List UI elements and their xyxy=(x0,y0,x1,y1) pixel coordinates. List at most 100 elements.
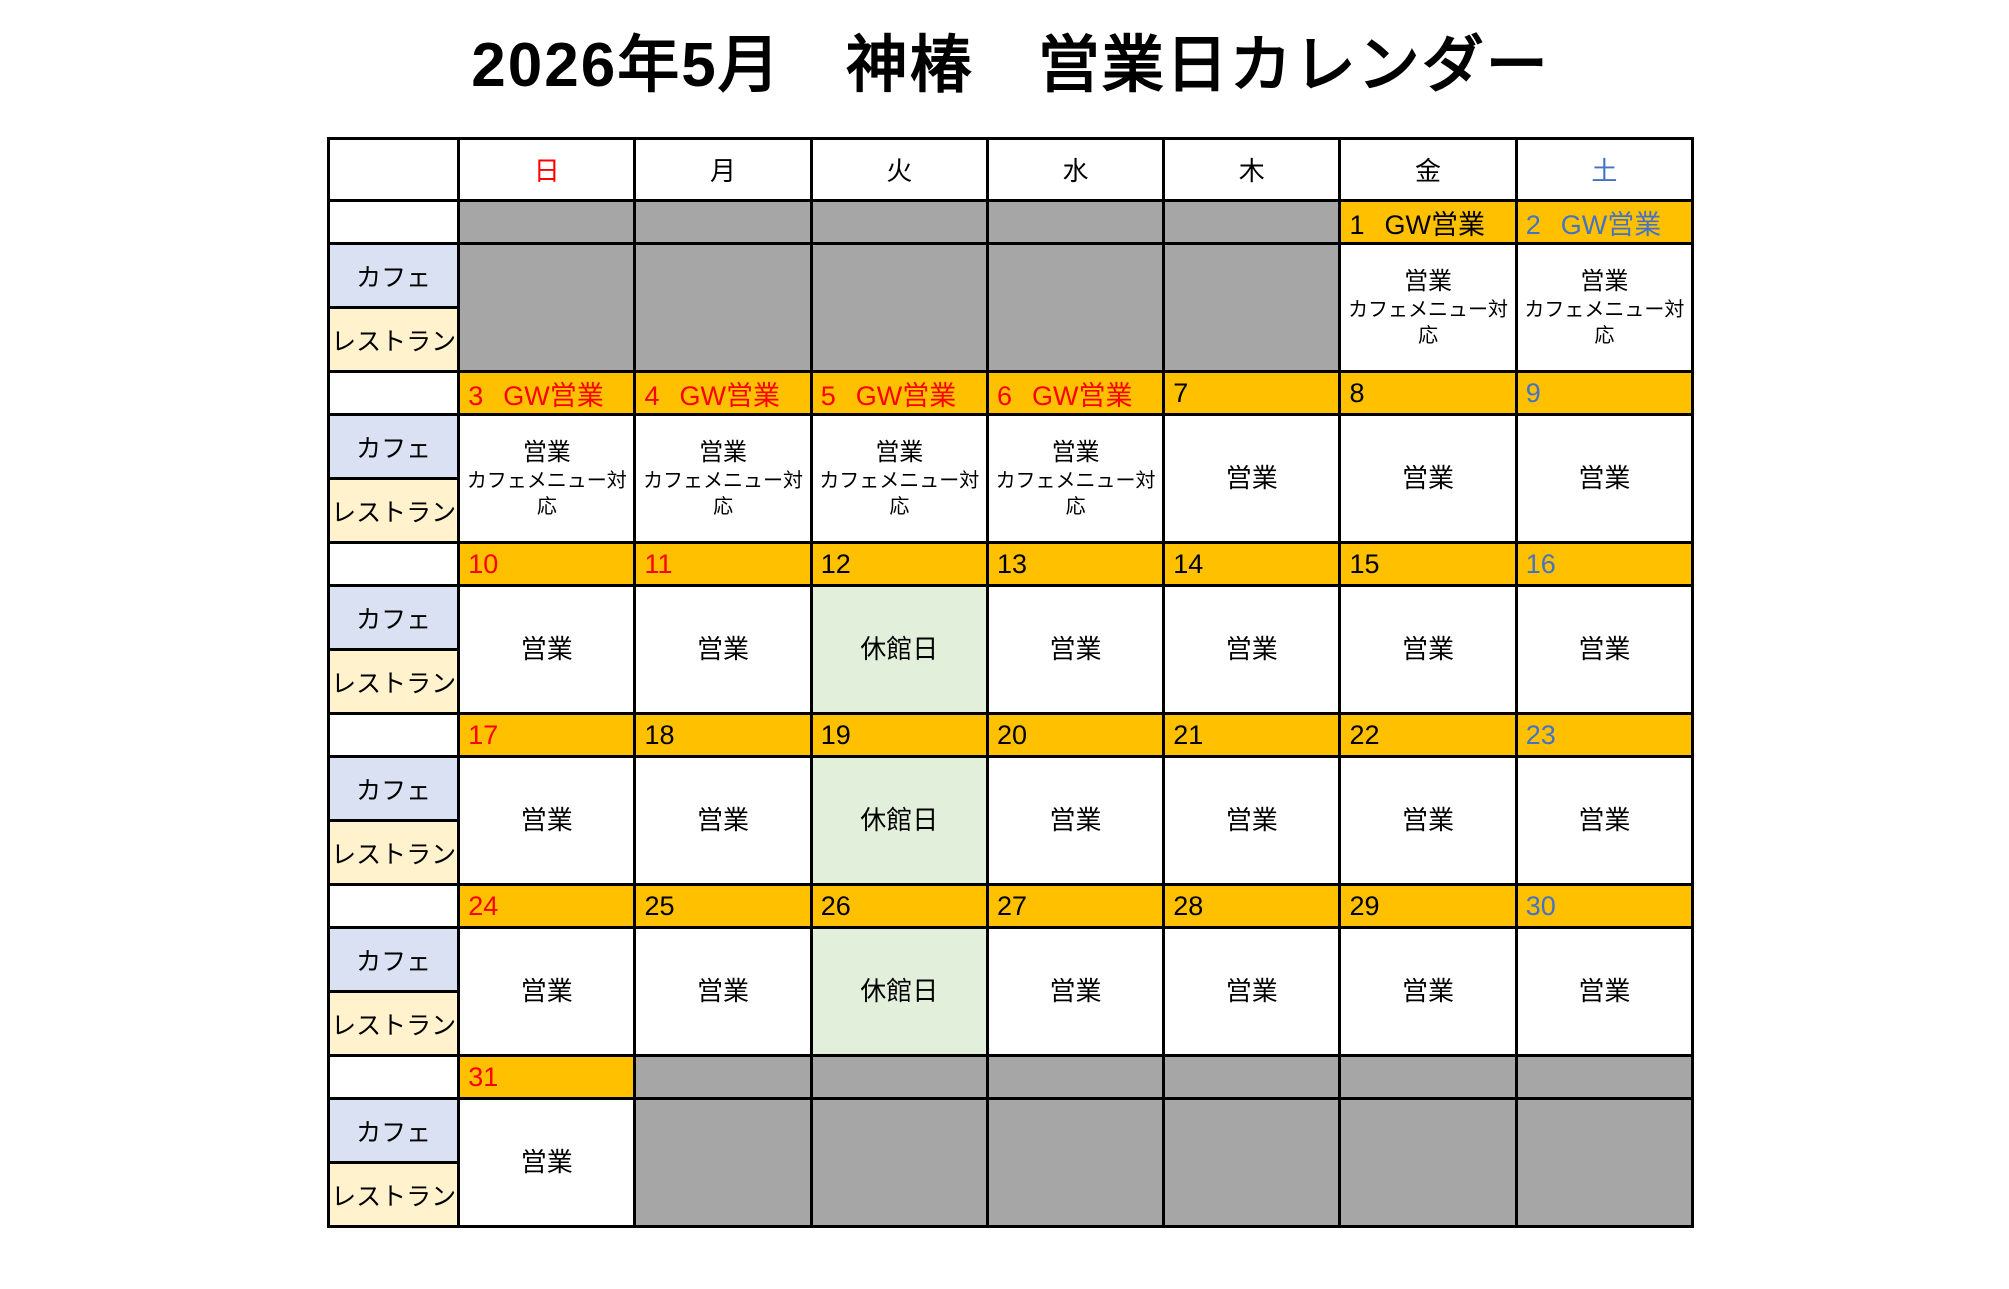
date-cell-30: 30 xyxy=(1514,883,1695,929)
closed-day-cell-26: 休館日 xyxy=(809,926,989,1057)
date-cell-23: 23 xyxy=(1514,712,1695,758)
date-number: 5 xyxy=(820,380,836,411)
open-label: 営業 xyxy=(520,634,573,665)
cafe-row-label: カフェ xyxy=(326,926,461,993)
open-label: 営業 xyxy=(1049,805,1102,836)
date-cell-13: 13 xyxy=(985,541,1166,587)
open-label: 営業 xyxy=(1402,976,1455,1007)
date-number: 14 xyxy=(1173,548,1204,579)
week-3-restaurant-row: レストラン xyxy=(326,648,1693,715)
date-cell-14: 14 xyxy=(1162,541,1342,587)
date-number: 2 xyxy=(1525,209,1541,240)
out-of-month-cell xyxy=(1338,1097,1518,1228)
open-cell-21: 営業 xyxy=(1162,755,1342,886)
open-label: 営業 xyxy=(1404,267,1453,295)
open-label: 営業 xyxy=(1402,463,1455,494)
out-of-month-date-cell xyxy=(1162,1054,1342,1100)
open-cell-11: 営業 xyxy=(633,584,813,715)
date-number: 3 xyxy=(468,380,484,411)
date-number: 17 xyxy=(468,719,499,750)
closed-day-cell-12: 休館日 xyxy=(809,584,989,715)
open-cell-25: 営業 xyxy=(633,926,813,1057)
date-number: 30 xyxy=(1525,890,1556,921)
open-cell-15: 営業 xyxy=(1338,584,1518,715)
out-of-month-cell xyxy=(1514,1097,1695,1228)
date-number: 9 xyxy=(1525,377,1541,408)
date-cell-19: 19 xyxy=(809,712,989,758)
date-cell-18: 18 xyxy=(633,712,813,758)
gw-open-tag: GW営業 xyxy=(503,380,604,411)
calendar-table: 日月火水木金土 1 GW営業 2 GW営業 カフェ 営業 カフェメニュー対応 営業 カフェメニュ… xyxy=(326,137,1695,1228)
date-number: 16 xyxy=(1525,548,1556,579)
date-cell-29: 29 xyxy=(1338,883,1518,929)
out-of-month-date-cell xyxy=(1162,199,1342,245)
week-6-cafe-row: カフェ 営業 xyxy=(326,1097,1695,1228)
closed-day-cell-19: 休館日 xyxy=(809,755,989,886)
closed-label: 休館日 xyxy=(860,805,939,836)
open-label: 営業 xyxy=(1225,463,1278,494)
open-cafe-menu-cell-4: 営業 カフェメニュー対応 xyxy=(633,413,813,544)
date-cell-28: 28 xyxy=(1162,883,1342,929)
open-label: 営業 xyxy=(1402,805,1455,836)
date-cell-22: 22 xyxy=(1338,712,1518,758)
cafe-menu-label: カフェメニュー対応 xyxy=(466,469,627,518)
open-label: 営業 xyxy=(520,805,573,836)
open-cell-28: 営業 xyxy=(1162,926,1342,1057)
date-cell-3: 3 GW営業 xyxy=(457,370,637,416)
date-number: 31 xyxy=(468,1061,499,1092)
open-cell-14: 営業 xyxy=(1162,584,1342,715)
label-spacer xyxy=(326,199,461,245)
open-cell-18: 営業 xyxy=(633,755,813,886)
date-cell-16: 16 xyxy=(1514,541,1695,587)
date-cell-4: 4 GW営業 xyxy=(633,370,813,416)
date-number: 29 xyxy=(1349,890,1380,921)
gw-open-tag: GW営業 xyxy=(855,380,957,411)
out-of-month-cell xyxy=(1162,242,1342,373)
date-number: 25 xyxy=(644,890,675,921)
out-of-month-date-cell xyxy=(633,1054,813,1100)
open-label: 営業 xyxy=(1051,438,1100,466)
out-of-month-date-cell xyxy=(1514,1054,1695,1100)
date-number: 15 xyxy=(1349,548,1380,579)
date-number: 7 xyxy=(1173,377,1189,408)
out-of-month-date-cell xyxy=(985,199,1166,245)
date-number: 27 xyxy=(996,890,1027,921)
out-of-month-cell xyxy=(1162,1097,1342,1228)
out-of-month-date-cell xyxy=(1338,1054,1518,1100)
date-number: 19 xyxy=(820,719,851,750)
date-cell-31: 31 xyxy=(457,1054,637,1100)
cafe-menu-label: カフェメニュー対応 xyxy=(1348,298,1509,347)
open-cafe-menu-cell-5: 営業 カフェメニュー対応 xyxy=(809,413,989,544)
restaurant-row-label: レストラン xyxy=(326,819,461,886)
corner-cell xyxy=(326,137,461,202)
open-cell-29: 営業 xyxy=(1338,926,1518,1057)
open-cell-22: 営業 xyxy=(1338,755,1518,886)
open-cell-27: 営業 xyxy=(985,926,1166,1057)
date-number: 26 xyxy=(820,890,851,921)
weekday-header-月: 月 xyxy=(633,137,813,202)
open-label: 営業 xyxy=(520,1147,573,1178)
label-spacer xyxy=(326,712,461,758)
date-cell-7: 7 xyxy=(1162,370,1342,416)
open-cell-20: 営業 xyxy=(985,755,1166,886)
open-label: 営業 xyxy=(697,805,750,836)
week-3-date-row: 10 11 12 13 14 15 16 xyxy=(326,541,1695,587)
calendar-body: 1 GW営業 2 GW営業 カフェ 営業 カフェメニュー対応 営業 カフェメニュー対応 レストラン… xyxy=(326,199,1695,1228)
out-of-month-date-cell xyxy=(633,199,813,245)
week-4-date-row: 17 18 19 20 21 22 23 xyxy=(326,712,1695,758)
gw-open-tag: GW営業 xyxy=(1560,209,1662,240)
open-label: 営業 xyxy=(1578,805,1631,836)
open-label: 営業 xyxy=(697,634,750,665)
out-of-month-cell xyxy=(809,1097,989,1228)
closed-label: 休館日 xyxy=(860,976,939,1007)
restaurant-row-label: レストラン xyxy=(326,648,461,715)
cafe-menu-label: カフェメニュー対応 xyxy=(995,469,1156,518)
gw-open-tag: GW営業 xyxy=(1031,380,1133,411)
open-cell-31: 営業 xyxy=(457,1097,637,1228)
out-of-month-date-cell xyxy=(809,199,989,245)
date-number: 20 xyxy=(996,719,1027,750)
date-cell-10: 10 xyxy=(457,541,637,587)
open-label: 営業 xyxy=(699,438,748,466)
open-cell-30: 営業 xyxy=(1514,926,1695,1057)
